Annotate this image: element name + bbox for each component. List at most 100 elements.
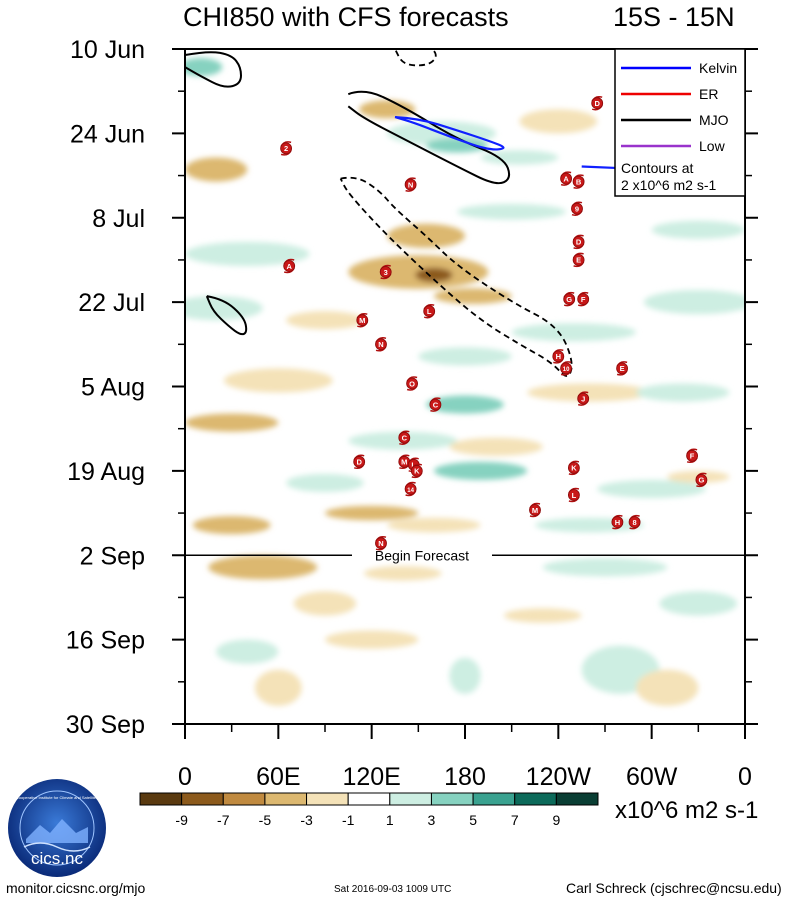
storm-label: H bbox=[615, 518, 620, 527]
anomaly-patch bbox=[185, 296, 263, 321]
storm-label: M bbox=[532, 506, 538, 515]
colorbar-cell bbox=[555, 792, 599, 806]
storm-label: L bbox=[572, 491, 577, 500]
colorbar-cell bbox=[514, 792, 557, 806]
storm-label: F bbox=[690, 452, 695, 461]
anomaly-patch bbox=[659, 591, 738, 616]
storm-label: C bbox=[402, 434, 408, 443]
anomaly-patch bbox=[636, 383, 730, 402]
logo-text: cics.nc bbox=[31, 849, 83, 868]
anomaly-patch bbox=[415, 267, 453, 283]
legend-label: Low bbox=[699, 138, 726, 154]
anomaly-patch bbox=[208, 555, 318, 580]
colorbar-cell bbox=[139, 792, 183, 806]
anomaly-patch bbox=[359, 100, 416, 119]
anomaly-patch bbox=[643, 290, 745, 315]
storm-label: G bbox=[566, 295, 572, 304]
storm-label: C bbox=[433, 400, 439, 409]
anomaly-patch bbox=[519, 109, 598, 134]
storm-dot bbox=[429, 398, 442, 411]
storm-marker: L bbox=[568, 487, 580, 503]
storm-marker: O bbox=[406, 376, 419, 391]
anomaly-patch bbox=[216, 639, 279, 664]
storm-marker: D bbox=[353, 454, 366, 470]
colorbar: -9 -7 -5 -3 -1 1 3 5 7 9 x10^6 m2 s-1 bbox=[139, 792, 758, 828]
colorbar-tick-label: 5 bbox=[469, 812, 477, 828]
storm-marker: G bbox=[695, 472, 708, 488]
storm-label: 10 bbox=[563, 367, 570, 373]
storm-label: 2 bbox=[284, 144, 288, 153]
storm-label: N bbox=[378, 539, 383, 548]
colorbar-cell bbox=[472, 792, 516, 806]
storm-dot bbox=[572, 253, 585, 266]
legend-note: Contours at bbox=[621, 160, 693, 176]
anomaly-patch bbox=[325, 630, 419, 649]
colorbar-tick-label: 1 bbox=[386, 812, 394, 828]
logo-wave bbox=[23, 842, 91, 852]
anomaly-patch bbox=[511, 323, 637, 342]
storm-marker: 10 bbox=[560, 361, 572, 376]
x-tick-label: 0 bbox=[738, 763, 752, 791]
storm-dot bbox=[572, 235, 585, 248]
storm-dot bbox=[628, 516, 641, 528]
legend-label: MJO bbox=[699, 112, 729, 128]
storm-dot bbox=[375, 537, 387, 550]
anomaly-patch bbox=[449, 437, 543, 456]
anomaly-patch bbox=[418, 347, 512, 366]
storm-dot bbox=[529, 504, 541, 516]
storm-label: H bbox=[556, 352, 561, 361]
storm-label: F bbox=[581, 295, 586, 304]
storm-marker: E bbox=[616, 361, 628, 376]
logo-mountains bbox=[26, 819, 88, 843]
anomaly-patch bbox=[325, 505, 419, 521]
storm-marker: K bbox=[568, 460, 580, 476]
storm-dot bbox=[577, 392, 590, 405]
storm-dot bbox=[695, 473, 708, 486]
storm-dot bbox=[552, 350, 565, 363]
storm-label: D bbox=[576, 238, 582, 247]
storm-dot bbox=[404, 483, 417, 495]
storm-label: D bbox=[356, 458, 362, 467]
legend-note: 2 x10^6 m2 s-1 bbox=[621, 177, 716, 193]
anomaly-patch bbox=[426, 138, 489, 153]
storm-dot bbox=[560, 172, 572, 185]
legend: Kelvin ER MJO Low Contours at2 x10^6 m2 s-1 bbox=[614, 48, 746, 197]
storm-dot bbox=[568, 461, 580, 474]
forecast-marker: Begin Forecast bbox=[185, 547, 745, 563]
storm-dot bbox=[571, 202, 583, 215]
colorbar-tick-label: -9 bbox=[175, 812, 188, 828]
storm-marker: J bbox=[577, 391, 590, 406]
storm-dot bbox=[568, 489, 580, 501]
storm-dot bbox=[563, 293, 576, 306]
colorbar-cell bbox=[430, 792, 474, 806]
anomaly-patch bbox=[223, 368, 333, 393]
storm-label: E bbox=[576, 256, 581, 265]
legend-label: Kelvin bbox=[699, 60, 737, 76]
anomaly-patch bbox=[651, 220, 745, 239]
y-tick-label: 2 Sep bbox=[80, 542, 145, 570]
storm-marker: 14 bbox=[404, 481, 417, 497]
storm-dot bbox=[410, 464, 423, 477]
storm-label: G bbox=[698, 476, 704, 485]
storm-label: M bbox=[359, 316, 365, 325]
storm-marker: H bbox=[552, 349, 565, 364]
colorbar-tick-label: 9 bbox=[552, 812, 560, 828]
storm-dot bbox=[686, 449, 698, 462]
anomaly-patch bbox=[597, 479, 707, 498]
storm-marker: D bbox=[591, 95, 604, 111]
storm-dot bbox=[611, 516, 624, 528]
storm-label: O bbox=[409, 379, 415, 388]
kelvin-contour bbox=[394, 116, 505, 151]
x-tick-label: 120W bbox=[526, 763, 592, 791]
anomaly-patch bbox=[535, 517, 644, 533]
x-tick-label: 0 bbox=[178, 763, 192, 791]
colorbar-tick-label: 3 bbox=[428, 812, 436, 828]
anomaly-patch bbox=[192, 516, 271, 535]
storm-label: J bbox=[581, 394, 585, 403]
storm-label: A bbox=[563, 174, 569, 183]
storm-dot bbox=[375, 338, 387, 351]
legend-box bbox=[614, 48, 746, 197]
storm-dot bbox=[280, 142, 293, 155]
storm-label: E bbox=[620, 364, 625, 373]
storm-dot bbox=[379, 266, 392, 278]
